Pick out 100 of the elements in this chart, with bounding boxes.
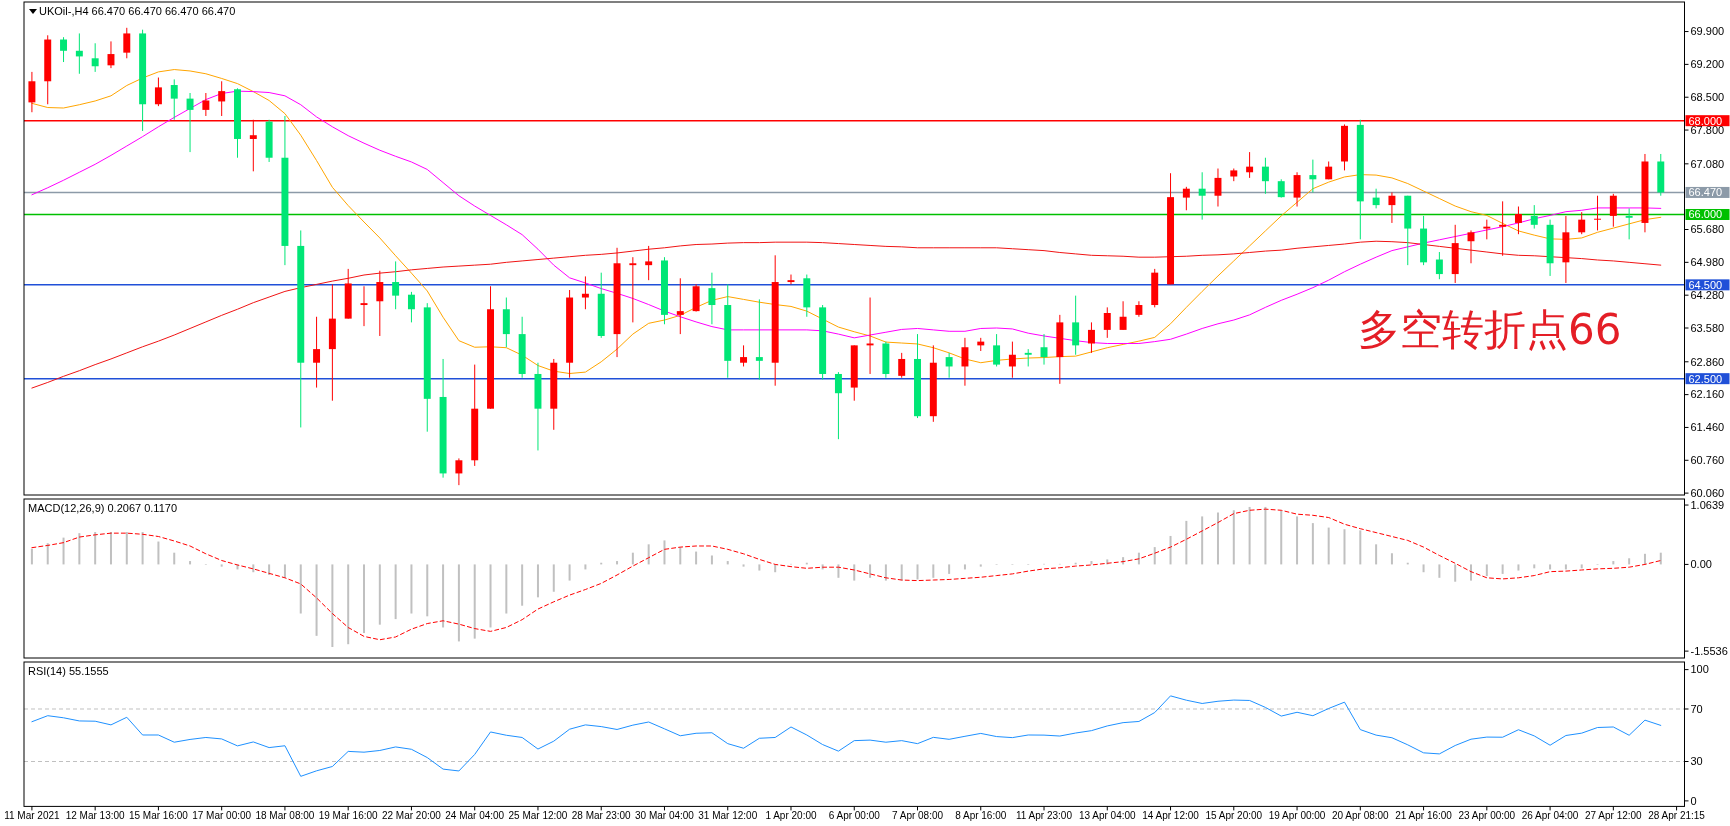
bar <box>62 537 65 565</box>
bar <box>1248 506 1251 565</box>
bar <box>695 551 698 565</box>
bar <box>299 564 302 614</box>
bar <box>268 564 271 576</box>
bar <box>78 533 81 565</box>
candlestick <box>1261 157 1269 195</box>
bar <box>536 564 539 598</box>
candlestick <box>629 256 637 323</box>
candlestick <box>1072 295 1080 356</box>
ref-line-label: 62.500 <box>1688 372 1723 385</box>
x-tick-label: 14 Apr 12:00 <box>1142 810 1200 822</box>
y-tick-label: -1.5536 <box>1690 644 1728 657</box>
y-tick-label: 62.860 <box>1690 355 1725 368</box>
bar <box>1485 564 1488 577</box>
candlestick <box>60 36 68 63</box>
x-tick-label: 27 Apr 12:00 <box>1584 810 1643 822</box>
x-tick-label: 28 Mar 23:00 <box>571 810 632 822</box>
bar <box>1580 564 1583 569</box>
bar <box>631 552 634 565</box>
bar <box>331 564 334 648</box>
x-tick-label: 18 Mar 08:00 <box>255 810 315 822</box>
x-tick-label: 8 Apr 16:00 <box>955 810 1007 822</box>
y-tick-label: 30 <box>1690 755 1703 768</box>
candlestick <box>170 78 178 121</box>
ref-line-label: 68.000 <box>1688 114 1723 127</box>
chart-title: RSI(14) 55.1555 <box>28 665 109 677</box>
bar <box>1422 564 1425 573</box>
y-tick-label: 0.00 <box>1690 558 1712 571</box>
ref-line-label: 66.470 <box>1688 186 1723 199</box>
candlestick <box>1499 200 1507 257</box>
annotation: 多空转折点66 <box>1358 305 1622 354</box>
candlestick <box>898 352 906 379</box>
y-tick-label: 60.060 <box>1690 486 1725 499</box>
bar <box>1343 529 1346 565</box>
candlestick <box>186 92 194 153</box>
bar <box>1454 564 1457 582</box>
bar <box>963 564 966 570</box>
candlestick <box>1578 211 1586 235</box>
x-tick-label: 15 Apr 20:00 <box>1205 810 1263 822</box>
y-tick-label: 0 <box>1690 794 1697 807</box>
y-tick-label: 70 <box>1690 702 1703 715</box>
bar <box>489 564 492 628</box>
x-tick-label: 22 Mar 20:00 <box>381 810 442 822</box>
candlestick <box>1182 186 1190 211</box>
chart-title: UKOil-,H4 66.470 66.470 66.470 66.470 <box>39 5 236 17</box>
x-tick-label: 26 Apr 04:00 <box>1521 810 1579 822</box>
bar <box>1311 523 1314 565</box>
x-tick-label: 21 Apr 16:00 <box>1395 810 1453 822</box>
bar <box>1296 516 1299 565</box>
candlestick <box>1514 206 1522 235</box>
bar <box>1549 564 1552 570</box>
y-tick-label: 67.080 <box>1690 157 1725 170</box>
bar <box>157 541 160 565</box>
candlestick <box>91 42 99 73</box>
candlestick <box>645 245 653 281</box>
candlestick <box>455 457 463 486</box>
x-tick-label: 17 Mar 00:00 <box>192 810 252 822</box>
candlestick <box>866 297 874 375</box>
bar <box>1659 552 1662 565</box>
bar <box>1232 510 1235 565</box>
bar <box>109 532 112 565</box>
y-tick-label: 65.680 <box>1690 223 1725 236</box>
bar <box>1564 564 1567 570</box>
candlestick <box>1609 193 1617 228</box>
chart-title: MACD(12,26,9) 0.2067 0.1170 <box>28 502 177 514</box>
y-tick-label: 1.0639 <box>1690 498 1725 511</box>
bar <box>916 564 919 580</box>
y-tick-label: 64.980 <box>1690 256 1725 269</box>
x-tick-label: 19 Mar 16:00 <box>318 810 379 822</box>
candlestick <box>75 32 83 75</box>
candlestick <box>313 316 321 389</box>
bar <box>647 544 650 565</box>
candlestick <box>1435 251 1443 280</box>
x-tick-label: 11 Apr 23:00 <box>1016 810 1073 822</box>
bar <box>1517 564 1520 571</box>
bar <box>884 564 887 581</box>
candlestick <box>1483 219 1491 240</box>
bar <box>1201 516 1204 565</box>
candlestick <box>1625 207 1633 240</box>
candlestick <box>1103 306 1111 339</box>
ref-line-label: 66.000 <box>1688 208 1723 221</box>
candlestick <box>392 260 400 310</box>
candlestick <box>1388 191 1396 224</box>
bar <box>1501 564 1504 574</box>
candlestick <box>154 77 162 107</box>
candlestick <box>218 80 226 117</box>
candlestick <box>1309 159 1317 193</box>
candlestick <box>581 275 589 310</box>
y-tick-label: 62.160 <box>1690 388 1725 401</box>
candlestick <box>740 344 748 367</box>
x-tick-label: 1 Apr 20:00 <box>765 810 818 822</box>
bar <box>141 532 144 565</box>
y-tick-label: 61.460 <box>1690 421 1725 434</box>
x-tick-label: 23 Apr 00:00 <box>1458 810 1516 822</box>
bar <box>837 564 840 578</box>
bar <box>315 564 318 636</box>
bar <box>1359 530 1362 565</box>
line-series <box>31 240 1662 389</box>
bar <box>568 564 571 581</box>
